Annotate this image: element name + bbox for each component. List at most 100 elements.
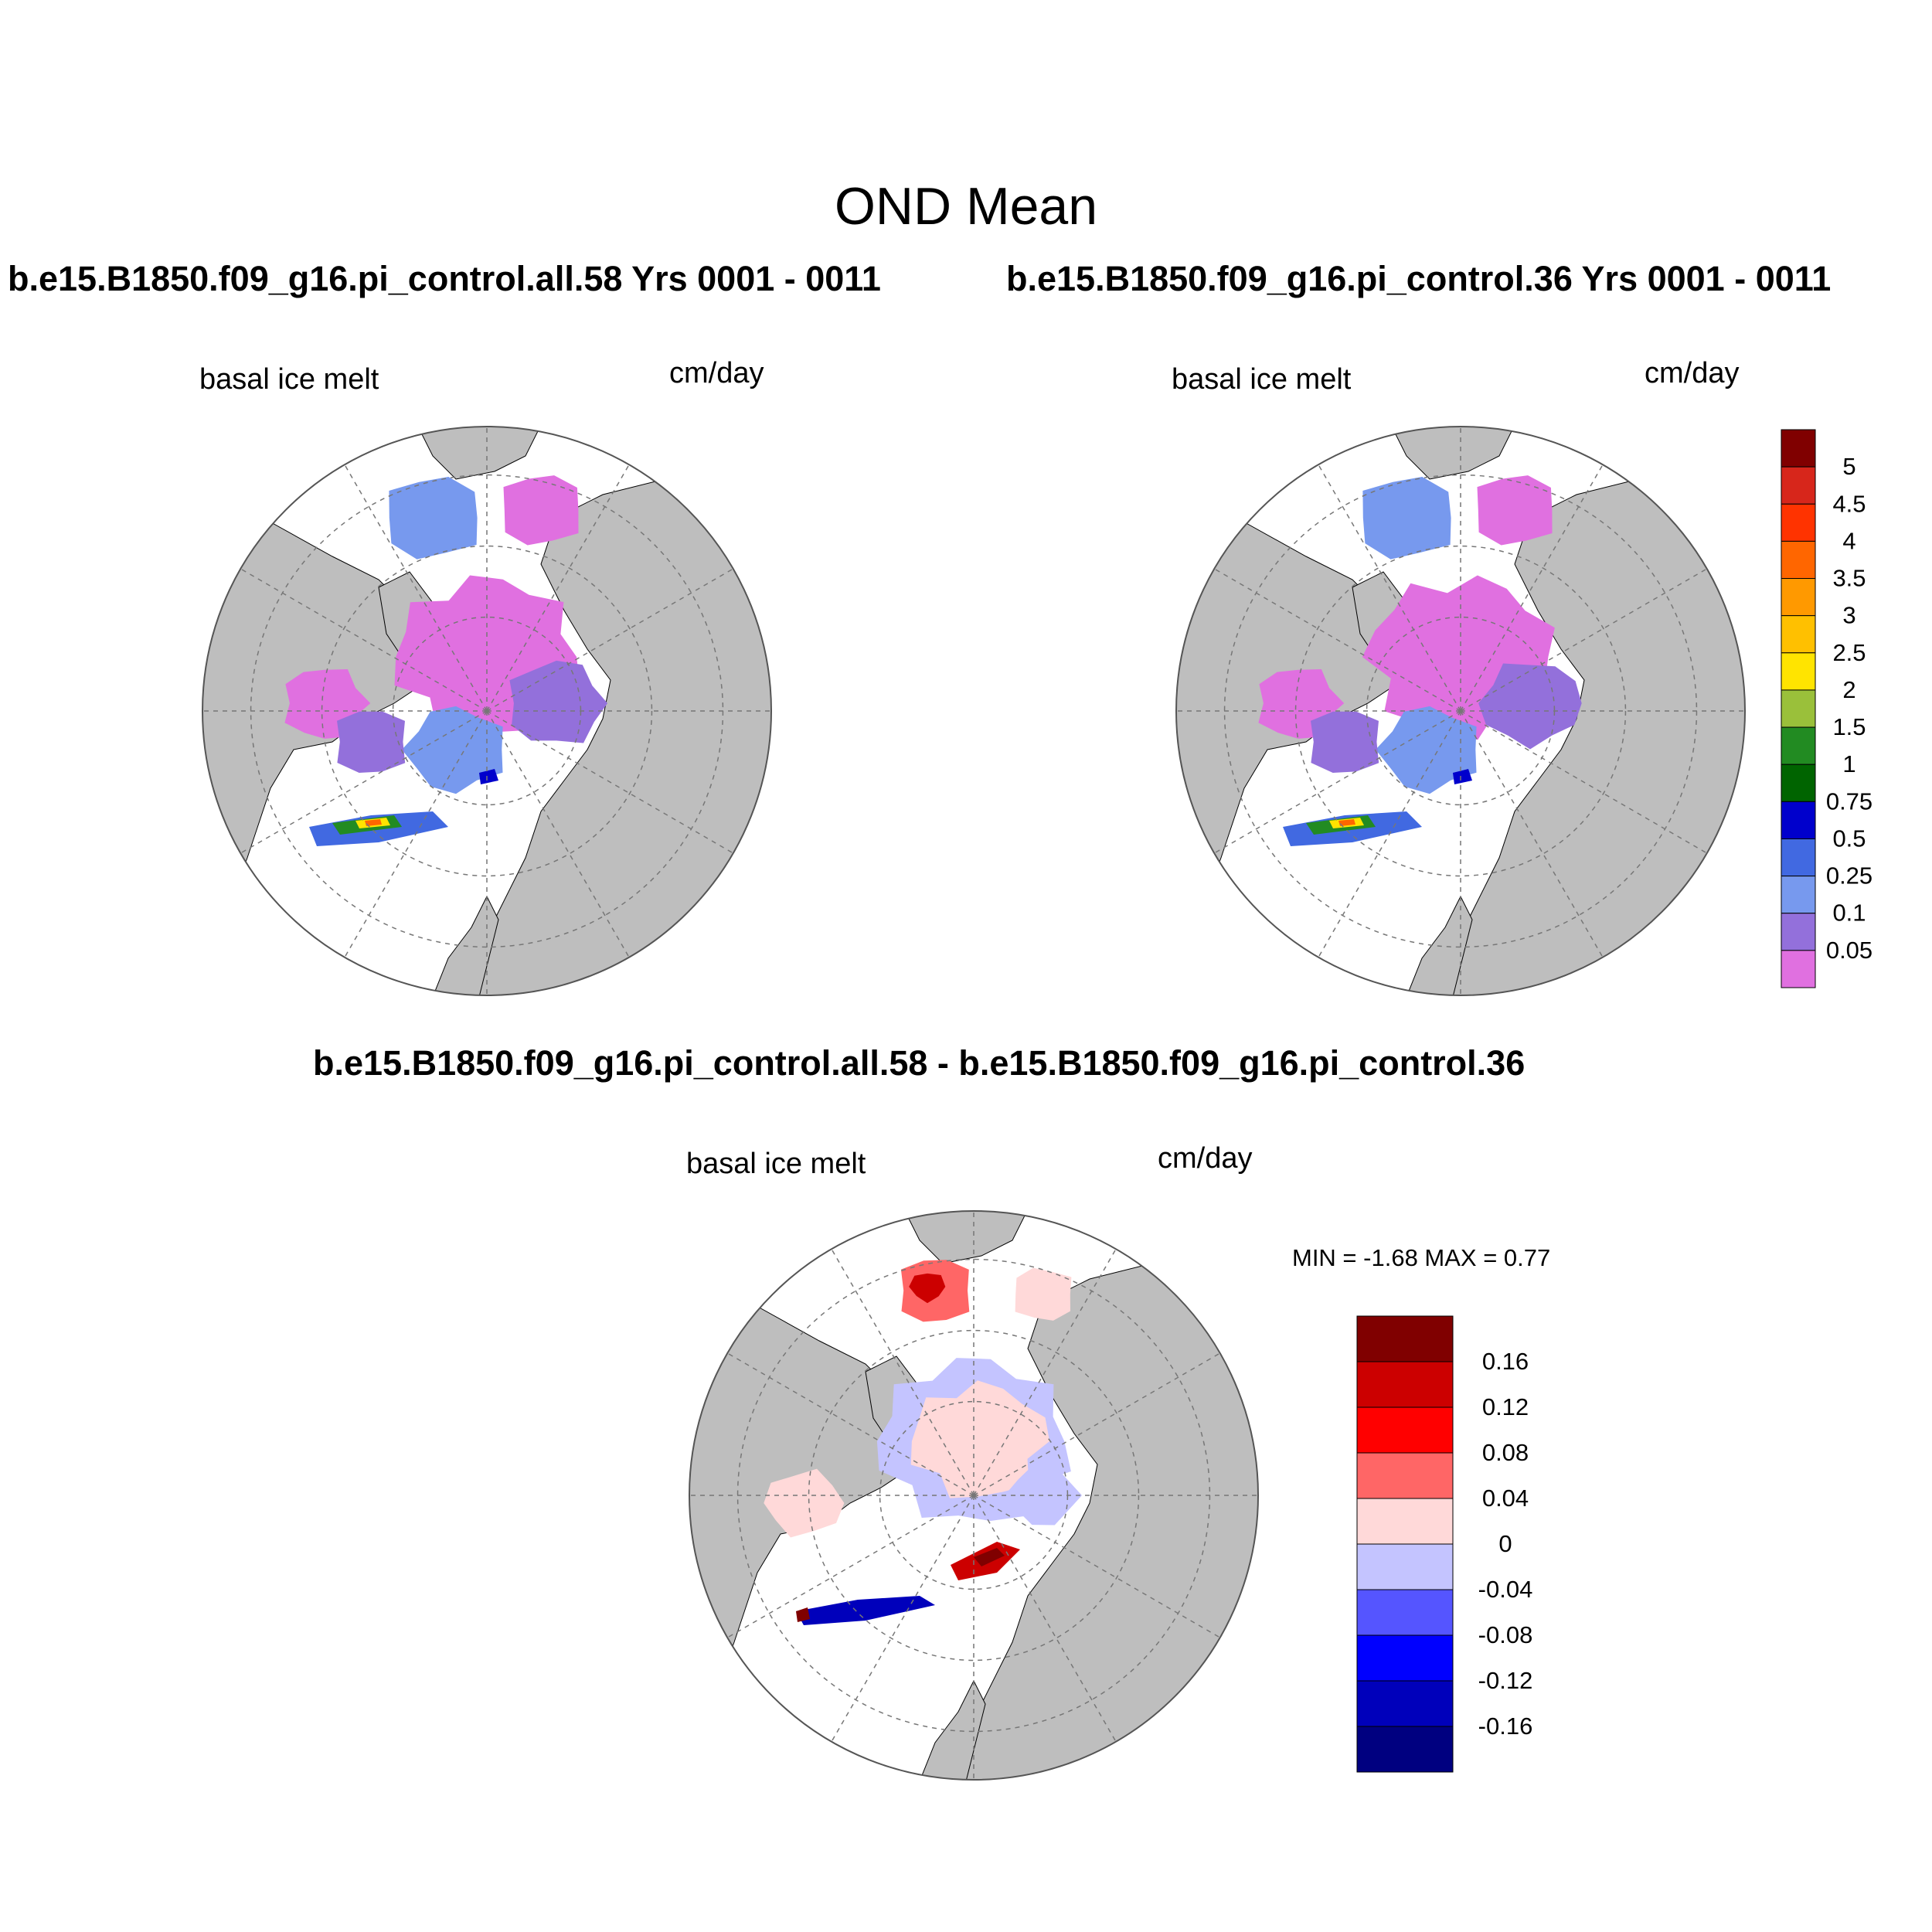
- panel-case-units: cm/day: [669, 357, 764, 389]
- colorbar-label: 0.1: [1832, 900, 1866, 927]
- diff-hudson: [764, 1468, 845, 1538]
- meridian-line: [240, 710, 488, 854]
- meridian-line: [486, 710, 734, 854]
- colorbar-box: [1356, 1452, 1454, 1499]
- colorbar-label: 1.5: [1832, 713, 1866, 740]
- land-3: [919, 1679, 986, 1780]
- melt-fram-strait: [479, 769, 498, 784]
- meridian-line: [240, 568, 488, 712]
- colorbar-label: 1: [1842, 750, 1855, 777]
- land-3: [1406, 895, 1473, 995]
- meridian-line: [973, 1495, 1221, 1638]
- figure-title: OND Mean: [834, 177, 1098, 236]
- colorbar-box: [1781, 950, 1816, 988]
- colorbar-box: [1356, 1726, 1454, 1773]
- meridian-line: [1460, 710, 1708, 854]
- colorbar-label: 0.08: [1482, 1439, 1529, 1466]
- graticule: [202, 427, 771, 995]
- colorbar-label: 2.5: [1832, 639, 1866, 666]
- colorbar-label: 4: [1842, 527, 1855, 554]
- colorbar-label: 0.05: [1826, 937, 1872, 964]
- colorbar-box: [1781, 578, 1816, 617]
- colorbar-label: 0.04: [1482, 1485, 1529, 1512]
- colorbar-label: 3: [1842, 602, 1855, 629]
- panel-control-title: b.e15.B1850.f09_g16.pi_control.36 Yrs 00…: [1006, 259, 1832, 298]
- meridian-line: [1318, 464, 1461, 712]
- colorbar-box: [1781, 429, 1816, 468]
- colorbar-box: [1356, 1498, 1454, 1545]
- colorbar-label: 4.5: [1832, 490, 1866, 517]
- meridian-line: [973, 1248, 1117, 1496]
- colorbar-box: [1356, 1406, 1454, 1454]
- colorbar-box: [1781, 801, 1816, 839]
- latitude-circle: [808, 1329, 1140, 1662]
- diff-basin-positive: [910, 1380, 1050, 1498]
- meridian-line: [973, 1352, 1221, 1496]
- colorbar-box: [1781, 466, 1816, 505]
- map-case: [202, 426, 772, 996]
- map-border: [689, 1210, 1259, 1781]
- melt-kara-sea: [1478, 663, 1582, 750]
- map-border: [1175, 426, 1746, 996]
- meridian-line: [486, 710, 630, 958]
- diff-nordic-negative: [796, 1596, 935, 1625]
- meridian-line: [344, 464, 488, 712]
- colorbar-box: [1781, 652, 1816, 691]
- melt-east-siberia: [503, 475, 579, 546]
- cbar-diff-svg: 0.16 0.12 0.08 0.04 0 -0.04 -0.08 -0.12 -0.16: [1356, 1315, 1533, 1773]
- meridian-line: [831, 1248, 975, 1496]
- meridian-line: [1213, 710, 1461, 854]
- colorbar-box: [1356, 1680, 1454, 1727]
- colorbar-box: [1781, 726, 1816, 765]
- colorbar-box: [1356, 1589, 1454, 1636]
- land-4: [417, 427, 542, 480]
- panel-case-title: b.e15.B1850.f09_g16.pi_control.all.58 Yr…: [8, 259, 881, 298]
- meridian-line: [831, 1495, 975, 1743]
- colorbar-box: [1781, 913, 1816, 951]
- panel-diff-units: cm/day: [1158, 1142, 1253, 1175]
- graticule: [1176, 427, 1745, 995]
- colorbar-label: 3.5: [1832, 565, 1866, 592]
- colorbar-label: -0.12: [1478, 1667, 1533, 1694]
- diff-east-siberia: [1015, 1267, 1072, 1321]
- colorbar-box: [1781, 764, 1816, 802]
- meridian-line: [973, 1495, 1117, 1743]
- meridian-line: [726, 1352, 975, 1496]
- panel-diff-variable: basal ice melt: [686, 1148, 866, 1180]
- map-border: [202, 426, 772, 996]
- cbar-main-svg: 5 4.5 4 3.5 3 2.5 2 1.5 1 0.75 0.5 0.25 0.1 0.05: [1781, 429, 1872, 988]
- melt-bering: [1362, 477, 1451, 560]
- meridian-line: [486, 568, 734, 712]
- melt-east-siberia: [1477, 475, 1553, 546]
- colorbar-label: 0.12: [1482, 1393, 1529, 1420]
- land-4: [1390, 427, 1515, 480]
- diff-nordic-peak: [796, 1607, 810, 1622]
- colorbar-box: [1781, 689, 1816, 728]
- meridian-line: [1460, 710, 1604, 958]
- colorbar-box: [1781, 503, 1816, 542]
- colorbar-label: -0.16: [1478, 1713, 1533, 1740]
- colorbar-label: 0: [1498, 1530, 1512, 1557]
- map-control: [1175, 426, 1746, 996]
- colorbar-box: [1356, 1361, 1454, 1408]
- diff-barents-peak: [974, 1548, 1005, 1566]
- latitude-circle: [321, 545, 653, 877]
- panel-diff-stats: MIN = -1.68 MAX = 0.77: [1292, 1244, 1551, 1271]
- diff-bering-strong: [909, 1273, 946, 1304]
- melt-fram-strait: [1453, 769, 1472, 784]
- panel-case-variable: basal ice melt: [199, 363, 379, 396]
- panel-control-units: cm/day: [1645, 357, 1740, 389]
- meridian-line: [726, 1495, 975, 1638]
- melt-bering: [389, 477, 478, 560]
- colorbar-label: -0.04: [1478, 1576, 1533, 1603]
- colorbar-box: [1356, 1543, 1454, 1590]
- meridian-line: [344, 710, 488, 958]
- colorbar-label: 5: [1842, 453, 1855, 480]
- colorbar-box: [1356, 1634, 1454, 1682]
- melt-nordic-peak: [1338, 819, 1355, 826]
- panel-diff-title: b.e15.B1850.f09_g16.pi_control.all.58 - …: [313, 1043, 1526, 1083]
- melt-labrador: [1311, 711, 1379, 773]
- map-diff: [689, 1210, 1259, 1781]
- colorbar-label: 2: [1842, 676, 1855, 703]
- melt-labrador: [337, 711, 406, 773]
